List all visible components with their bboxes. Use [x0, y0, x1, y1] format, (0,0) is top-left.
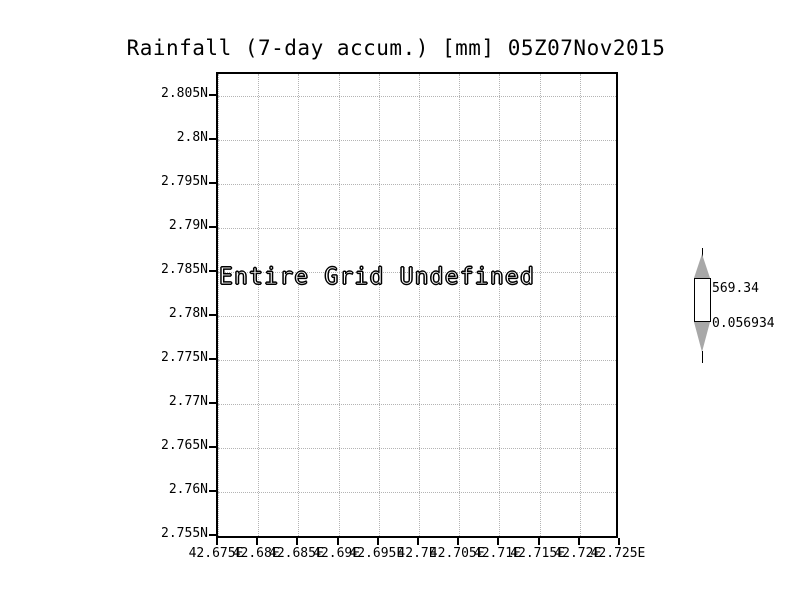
entire-grid-undefined-message: Entire Grid Undefined: [219, 264, 535, 291]
y-axis-tick: [209, 533, 216, 536]
x-axis-tick: [376, 538, 379, 545]
x-axis-tick: [256, 538, 259, 545]
gridline-vertical: [459, 74, 461, 536]
colorbar-extend-min-triangle-icon: [694, 322, 710, 352]
x-axis-tick-label: 42.675E: [188, 546, 244, 561]
colorbar: [686, 248, 720, 372]
colorbar-needle-bottom-icon: [702, 351, 703, 363]
y-axis-tick-label: 2.79N: [168, 217, 208, 233]
y-axis-tick-label: 2.8N: [176, 129, 208, 145]
chart-title: Rainfall (7-day accum.) [mm] 05Z07Nov201…: [126, 36, 666, 60]
x-axis-tick: [577, 538, 580, 545]
colorbar-swatch-box: [694, 278, 711, 322]
x-axis-tick: [336, 538, 339, 545]
x-axis-tick: [618, 538, 620, 545]
plot-area: [216, 72, 618, 538]
colorbar-extend-max-triangle-icon: [694, 254, 710, 278]
x-axis-tick: [417, 538, 419, 545]
colorbar-min-label: 0.056934: [712, 316, 775, 331]
y-axis-tick: [209, 225, 216, 228]
y-axis-tick: [209, 401, 216, 404]
gridline-horizontal: [218, 447, 616, 449]
y-axis-tick: [209, 445, 216, 448]
y-axis-labels: 2.805N 2.8N 2.795N 2.79N 2.785N 2.78N 2.775N 2.…: [140, 0, 208, 612]
y-axis-tick-label: 2.765N: [161, 437, 208, 453]
y-axis-tick: [209, 269, 216, 272]
y-axis-tick-label: 2.795N: [161, 173, 208, 189]
y-axis-tick: [209, 313, 216, 316]
y-axis-tick-label: 2.775N: [161, 349, 208, 365]
y-axis-tick-label: 2.76N: [168, 481, 208, 497]
x-axis-tick-label: 42.685E: [268, 546, 324, 561]
y-axis-tick-label: 2.755N: [161, 525, 208, 541]
x-axis-tick-label: 42.71E: [473, 546, 521, 561]
y-axis-tick: [209, 181, 216, 184]
x-axis-tick-label: 42.68E: [232, 546, 280, 561]
gridline-horizontal: [218, 359, 616, 361]
gridline-vertical: [298, 74, 300, 536]
gridline-vertical: [419, 74, 420, 536]
y-axis-tick: [209, 137, 216, 140]
gridline-horizontal: [218, 183, 616, 185]
gridline-horizontal: [218, 403, 616, 405]
colorbar-needle-top-icon: [702, 248, 703, 257]
gridline-horizontal: [218, 315, 616, 317]
x-axis-tick: [216, 538, 218, 545]
gridline-horizontal: [218, 271, 616, 273]
gridline-horizontal: [218, 491, 616, 493]
gridline-vertical: [218, 74, 219, 536]
gridline-horizontal: [218, 95, 616, 97]
gridline-vertical: [378, 74, 380, 536]
y-axis-tick: [209, 489, 216, 492]
y-axis-tick-label: 2.785N: [161, 261, 208, 277]
x-axis-tick-label: 42.69E: [313, 546, 361, 561]
gridline-vertical: [499, 74, 501, 536]
gridline-horizontal: [218, 535, 616, 536]
x-axis-tick: [457, 538, 460, 545]
x-axis-tick-label: 42.705E: [429, 546, 485, 561]
gridline-horizontal: [218, 227, 616, 229]
x-axis-tick: [497, 538, 500, 545]
gridline-vertical: [579, 74, 581, 536]
y-axis-tick-label: 2.77N: [168, 393, 208, 409]
gridline-vertical: [258, 74, 260, 536]
gridline-vertical: [338, 74, 340, 536]
x-axis-tick: [537, 538, 540, 545]
y-axis-tick-label: 2.78N: [168, 305, 208, 321]
x-axis-tick-label: 42.715E: [510, 546, 565, 561]
x-axis-tick-label: 42.72E: [554, 546, 602, 561]
gridline-horizontal: [218, 139, 616, 141]
gridline-vertical: [539, 74, 541, 536]
y-axis-tick: [209, 357, 216, 360]
x-axis-tick-label: 42.695E: [349, 546, 405, 561]
x-axis-tick: [296, 538, 299, 545]
x-axis-tick-label: 42.725E: [590, 546, 646, 561]
colorbar-max-label: 569.34: [712, 281, 759, 296]
x-axis-tick-label: 42.7E: [397, 546, 437, 561]
y-axis-tick-label: 2.805N: [161, 85, 208, 101]
y-axis-tick: [209, 93, 216, 96]
